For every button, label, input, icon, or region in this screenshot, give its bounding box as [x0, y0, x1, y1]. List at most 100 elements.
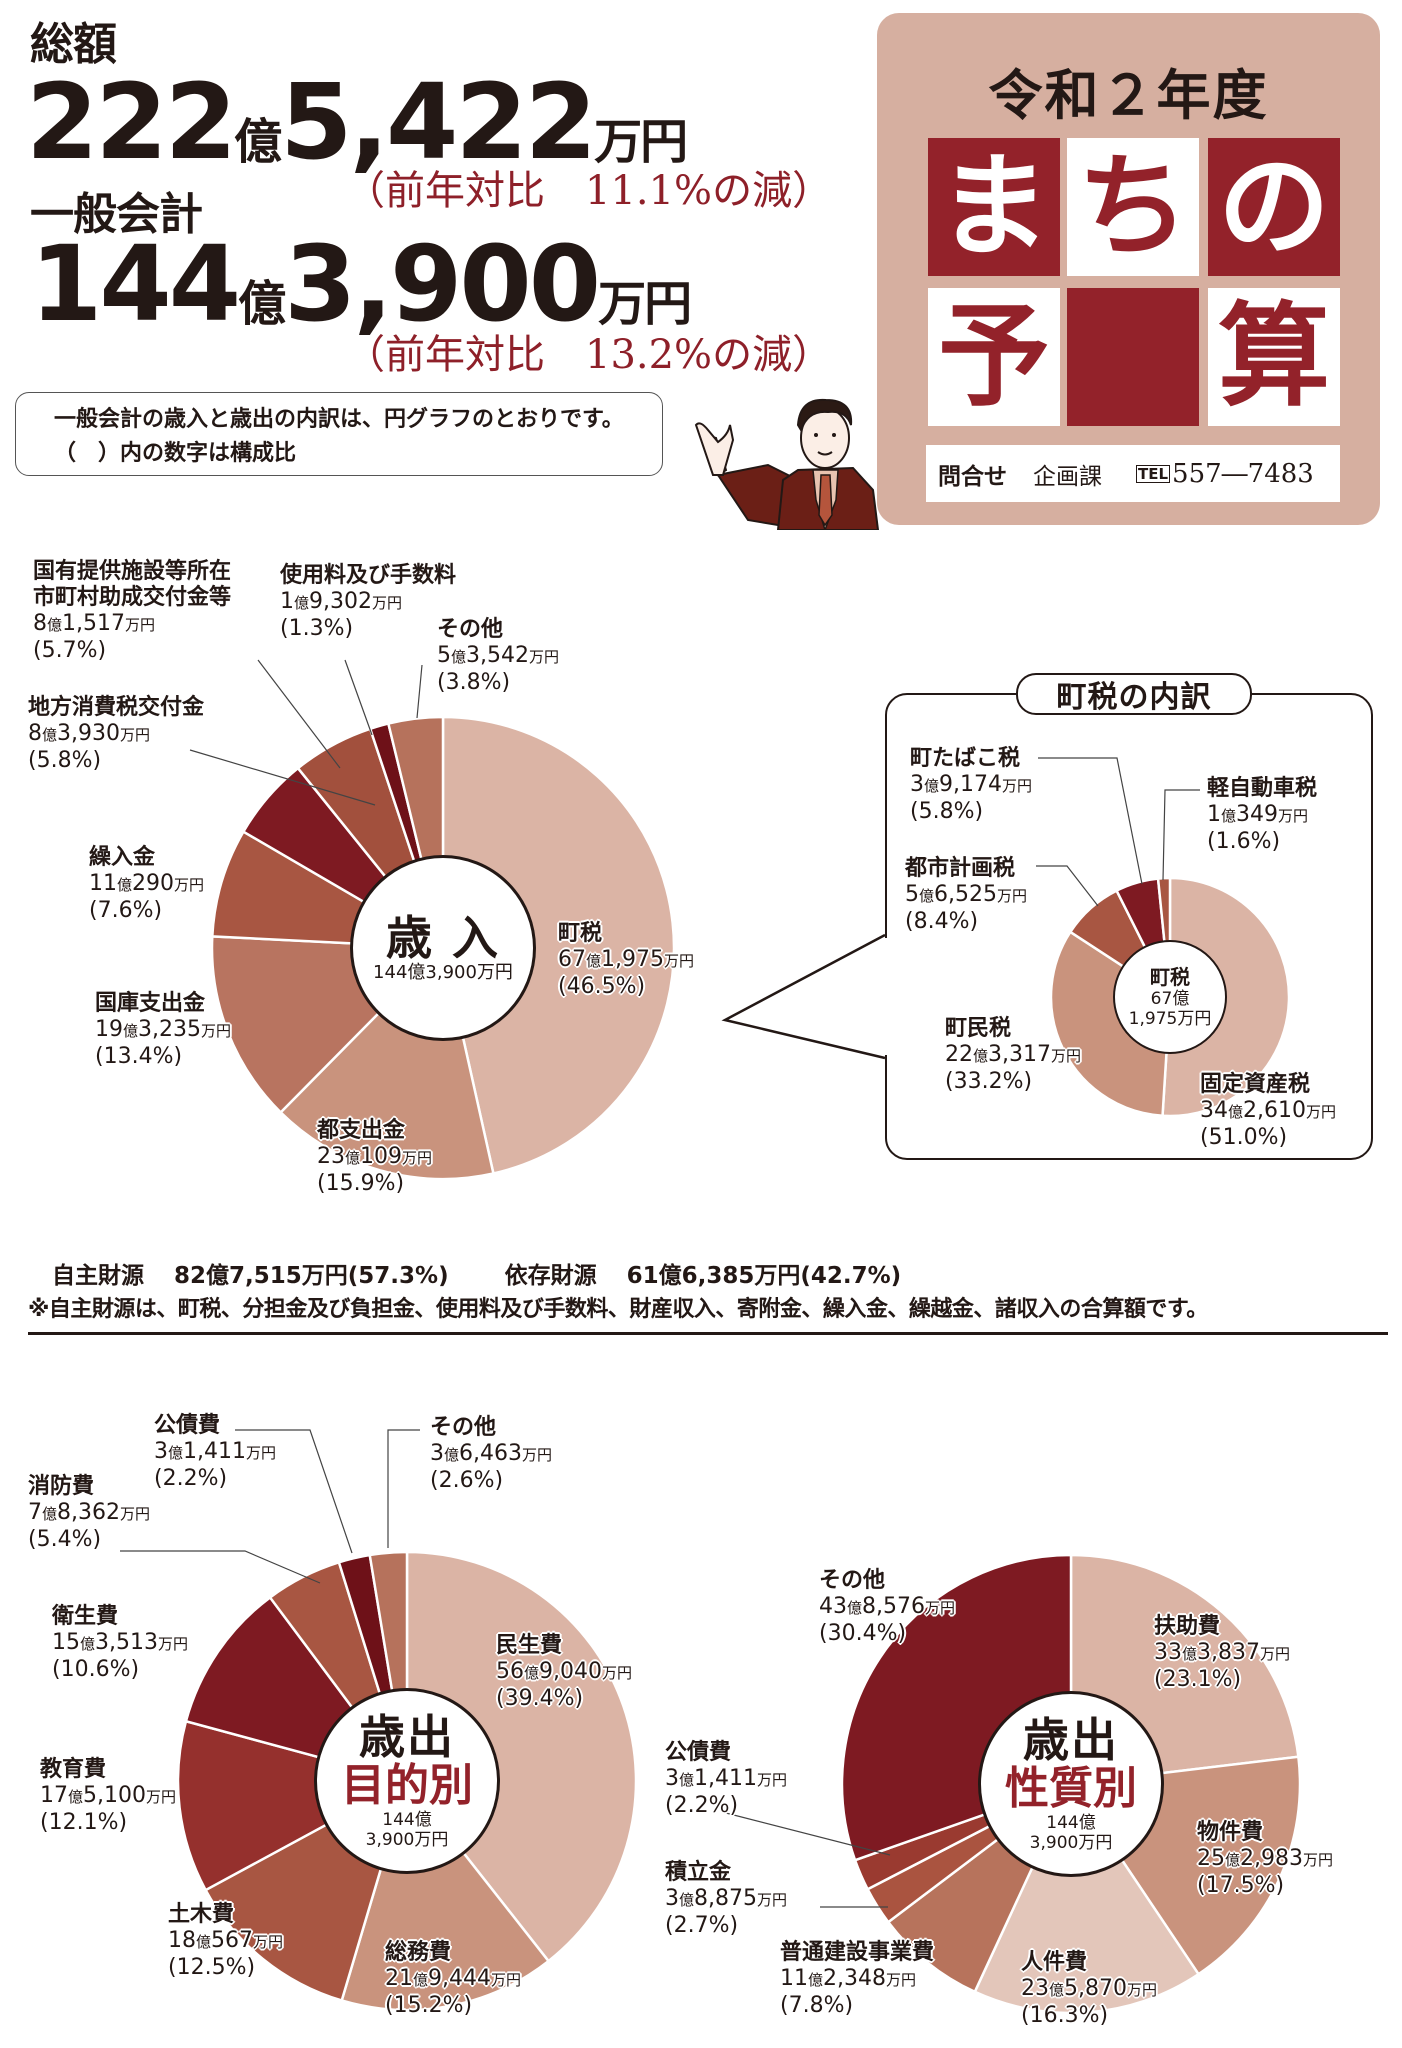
- note-line-2: （ ）内の数字は構成比: [54, 441, 297, 466]
- slice-name: 町税: [558, 921, 603, 946]
- leader-line: [235, 1429, 353, 1554]
- slice-amount: 3億8,875万円: [665, 1886, 788, 1911]
- general-oku: 144: [30, 223, 241, 345]
- slice-name: 総務費: [385, 1940, 452, 1965]
- total-amount: 222億5,422万円: [26, 70, 688, 174]
- slice-label: 国有提供施設等所在 市町村助成交付金等 8億1,517万円 (5.7%): [33, 559, 231, 664]
- slice-name: 積立金: [665, 1860, 732, 1885]
- slice-amount: 15億3,513万円: [52, 1630, 189, 1655]
- slice-name: 地方消費税交付金: [28, 695, 205, 720]
- slice-name: 繰入金: [89, 845, 156, 870]
- slice-label: 地方消費税交付金 8億3,930万円 (5.8%): [28, 695, 204, 774]
- title-tile-no: の: [1208, 138, 1340, 276]
- center-total: 144億3,900万円: [373, 962, 513, 983]
- slice-percent: (33.2%): [945, 1069, 1033, 1094]
- center-title: 歳 入: [385, 911, 500, 965]
- slice-label: 公債費 3億1,411万円 (2.2%): [154, 1413, 276, 1492]
- center-title: 町税: [1150, 965, 1190, 989]
- general-oku-unit: 億: [238, 276, 286, 332]
- slice-percent: (10.6%): [52, 1657, 140, 1682]
- slice-percent: (15.9%): [317, 1171, 405, 1196]
- slice-label: 民生費 56億9,040万円 (39.4%): [496, 1633, 632, 1712]
- slice-percent: (2.6%): [430, 1468, 504, 1493]
- slice-amount: 3億1,411万円: [665, 1766, 788, 1791]
- title-tile-yo: 予: [928, 288, 1060, 426]
- slice-amount: 5億6,525万円: [905, 882, 1028, 907]
- slice-amount: 67億1,975万円: [558, 947, 695, 972]
- slice-name: 都市計画税: [905, 856, 1016, 881]
- own-source-label: 自主財源: [52, 1263, 144, 1289]
- slice-label: 扶助費 33億3,837万円 (23.1%): [1154, 1614, 1290, 1693]
- slice-name: 教育費: [40, 1757, 107, 1782]
- slice-percent: (15.2%): [385, 1993, 473, 2018]
- total-oku-unit: 億: [234, 114, 282, 170]
- pie-slice: [176, 1719, 411, 1892]
- general-amount: 144億3,900万円: [30, 232, 692, 336]
- town_tax-center-label: 町税 67億 1,975万円: [1113, 940, 1227, 1054]
- slice-amount: 17億5,100万円: [40, 1783, 177, 1808]
- expenditure_purpose-center-label: 歳出 目的別 144億 3,900万円: [314, 1688, 500, 1874]
- slice-amount: 1億9,302万円: [280, 589, 403, 614]
- leader-line: [1036, 865, 1099, 907]
- slice-name: 国有提供施設等所在 市町村助成交付金等: [33, 559, 232, 610]
- slice-label: 普通建設事業費 11億2,348万円 (7.8%): [780, 1940, 934, 2019]
- slice-label: 総務費 21億9,444万円 (15.2%): [385, 1940, 521, 2019]
- slice-label: 衛生費 15億3,513万円 (10.6%): [52, 1604, 188, 1683]
- revenue-source-summary: 自主財源 82億7,515万円(57.3%) 依存財源 61億6,385万円(4…: [52, 1256, 901, 1290]
- leader-line: [721, 1811, 891, 1856]
- slice-name: 人件費: [1021, 1950, 1088, 1975]
- slice-amount: 22億3,317万円: [945, 1042, 1082, 1067]
- leader-line: [416, 664, 423, 719]
- slice-name: 固定資産税: [1200, 1072, 1311, 1097]
- contact-phone[interactable]: 557―7483: [1172, 458, 1314, 489]
- center-total: 67億 1,975万円: [1128, 989, 1212, 1029]
- total-oku: 222: [26, 61, 237, 183]
- slice-amount: 18億567万円: [168, 1928, 284, 1953]
- slice-percent: (5.8%): [28, 748, 102, 773]
- budget-title-box: 令和２年度 ま ち の 予 算 問合せ 企画課 TEL 557―7483: [877, 13, 1380, 525]
- slice-label: 使用料及び手数料 1億9,302万円 (1.3%): [280, 563, 456, 642]
- slice-label: 都市計画税 5億6,525万円 (8.4%): [905, 856, 1027, 935]
- slice-percent: (1.3%): [280, 616, 354, 641]
- pie-slice: [973, 1781, 1201, 2015]
- slice-percent: (51.0%): [1200, 1125, 1288, 1150]
- slice-name: その他: [819, 1568, 886, 1593]
- slice-label: 都支出金 23億109万円 (15.9%): [317, 1118, 432, 1197]
- general-man: 3,900: [284, 223, 601, 345]
- total-label: 総額: [30, 19, 117, 70]
- slice-name: その他: [430, 1415, 497, 1440]
- note-line-1: 一般会計の歳入と歳出の内訳は、円グラフのとおりです。: [54, 407, 624, 432]
- slice-label: 町民税 22億3,317万円 (33.2%): [945, 1016, 1081, 1095]
- center-subtitle: 性質別: [1005, 1763, 1137, 1814]
- general-yoy: （前年対比 13.2%の減）: [345, 332, 833, 378]
- slice-name: 消防費: [28, 1474, 95, 1499]
- general-man-unit: 万円: [598, 276, 692, 332]
- leader-line: [189, 749, 376, 806]
- slice-percent: (2.7%): [665, 1913, 739, 1938]
- slice-name: 公債費: [665, 1740, 732, 1765]
- slice-amount: 23億5,870万円: [1021, 1976, 1158, 2001]
- center-title: 歳出: [359, 1710, 455, 1764]
- slice-percent: (2.2%): [665, 1793, 739, 1818]
- slice-amount: 11億2,348万円: [780, 1966, 917, 1991]
- slice-label: 公債費 3億1,411万円 (2.2%): [665, 1740, 787, 1819]
- slice-label: 人件費 23億5,870万円 (16.3%): [1021, 1950, 1157, 2029]
- slice-percent: (5.8%): [910, 799, 984, 824]
- slice-percent: (5.7%): [33, 638, 107, 663]
- slice-percent: (2.2%): [154, 1466, 228, 1491]
- slice-percent: (17.5%): [1197, 1873, 1285, 1898]
- total-man: 5,422: [280, 61, 597, 183]
- contact-label: 問合せ: [938, 463, 1007, 490]
- own-source-value: 82億7,515万円(57.3%): [174, 1263, 449, 1289]
- title-tile-san: 算: [1208, 288, 1340, 426]
- slice-amount: 19億3,235万円: [95, 1017, 232, 1042]
- explanation-note: 一般会計の歳入と歳出の内訳は、円グラフのとおりです。 （ ）内の数字は構成比: [15, 392, 663, 476]
- leader-line: [120, 1550, 321, 1584]
- slice-name: 国庫支出金: [95, 991, 206, 1016]
- pie-slice: [441, 715, 676, 1175]
- slice-name: その他: [437, 617, 504, 642]
- slice-label: 町税 67億1,975万円 (46.5%): [558, 921, 694, 1000]
- slice-name: 使用料及び手数料: [280, 563, 457, 588]
